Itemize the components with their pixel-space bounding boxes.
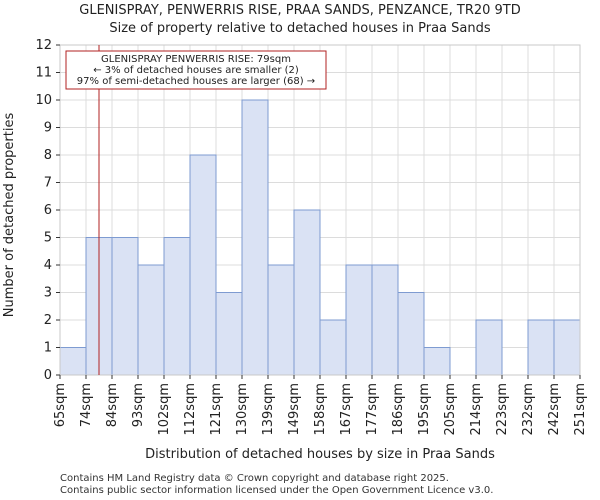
x-tick-label-16: 214sqm xyxy=(469,383,484,436)
x-tick-label-14: 195sqm xyxy=(417,383,432,436)
x-tick-label-11: 167sqm xyxy=(339,383,354,436)
y-tick-label-6: 6 xyxy=(44,203,52,218)
bar-232sqm xyxy=(527,319,555,376)
x-tick-label-7: 130sqm xyxy=(235,383,250,436)
y-tick-label-10: 10 xyxy=(35,93,52,108)
y-tick-label-3: 3 xyxy=(44,286,52,301)
bar-167sqm xyxy=(345,264,373,376)
x-tick-label-19: 242sqm xyxy=(547,383,562,436)
bar-186sqm xyxy=(397,292,425,376)
bar-149sqm xyxy=(293,209,321,376)
footer-licence: Contains public sector information licen… xyxy=(60,485,494,496)
bar-65sqm xyxy=(59,347,87,376)
x-tick-label-10: 158sqm xyxy=(313,383,328,436)
x-axis-ticks: 65sqm 74sqm 84sqm 93sqm 102sqm 112sqm 121sqm 13… xyxy=(53,375,588,436)
x-tick-label-4: 102sqm xyxy=(157,383,172,436)
x-tick-label-17: 223sqm xyxy=(495,383,510,436)
bar-139sqm xyxy=(267,264,295,376)
annotation-line-3: 97% of semi-detached houses are larger (… xyxy=(77,76,315,87)
footer-copyright: Contains HM Land Registry data © Crown c… xyxy=(60,473,449,484)
x-axis-label: Distribution of detached houses by size … xyxy=(145,447,495,462)
x-tick-label-0: 65sqm xyxy=(53,383,68,427)
bar-158sqm xyxy=(319,319,347,376)
bars xyxy=(59,99,581,376)
bar-84sqm xyxy=(111,237,139,376)
chart-title: GLENISPRAY, PENWERRIS RISE, PRAA SANDS, … xyxy=(79,3,521,18)
bar-130sqm xyxy=(241,99,269,376)
annotation-box-frame xyxy=(65,50,327,90)
y-tick-label-12: 12 xyxy=(35,38,52,53)
annotation-line-2: ← 3% of detached houses are smaller (2) xyxy=(93,65,299,76)
y-tick-label-8: 8 xyxy=(44,148,52,163)
y-tick-label-7: 7 xyxy=(44,176,52,191)
y-tick-label-0: 0 xyxy=(44,368,52,383)
bar-177sqm xyxy=(371,264,399,376)
x-tick-label-12: 177sqm xyxy=(365,383,380,436)
y-axis-label: Number of detached properties xyxy=(2,113,17,318)
bar-121sqm xyxy=(215,292,243,376)
x-tick-label-15: 205sqm xyxy=(443,383,458,436)
bar-214sqm xyxy=(475,319,503,376)
bar-242sqm xyxy=(553,319,581,376)
x-tick-label-13: 186sqm xyxy=(391,383,406,436)
bar-93sqm xyxy=(137,264,165,376)
bar-112sqm xyxy=(189,154,217,376)
y-tick-label-1: 1 xyxy=(44,341,52,356)
x-tick-label-2: 84sqm xyxy=(105,383,120,427)
x-tick-label-6: 121sqm xyxy=(209,383,224,436)
x-tick-label-20: 251sqm xyxy=(573,383,588,436)
annotation-line-1: GLENISPRAY PENWERRIS RISE: 79sqm xyxy=(101,54,291,65)
annotation-box: GLENISPRAY PENWERRIS RISE: 79sqm ← 3% of… xyxy=(65,50,327,90)
y-tick-label-4: 4 xyxy=(44,258,52,273)
x-tick-label-9: 149sqm xyxy=(287,383,302,436)
x-tick-label-8: 139sqm xyxy=(261,383,276,436)
y-tick-label-2: 2 xyxy=(44,313,52,328)
bar-195sqm xyxy=(423,347,451,376)
x-tick-label-18: 232sqm xyxy=(521,383,536,436)
chart-subtitle: Size of property relative to detached ho… xyxy=(109,21,491,36)
y-tick-label-9: 9 xyxy=(44,121,52,136)
x-tick-label-1: 74sqm xyxy=(79,383,94,427)
x-tick-label-3: 93sqm xyxy=(131,383,146,427)
x-tick-label-5: 112sqm xyxy=(183,383,198,436)
y-tick-label-11: 11 xyxy=(35,66,52,81)
y-tick-label-5: 5 xyxy=(44,231,52,246)
bar-102sqm xyxy=(163,237,191,376)
